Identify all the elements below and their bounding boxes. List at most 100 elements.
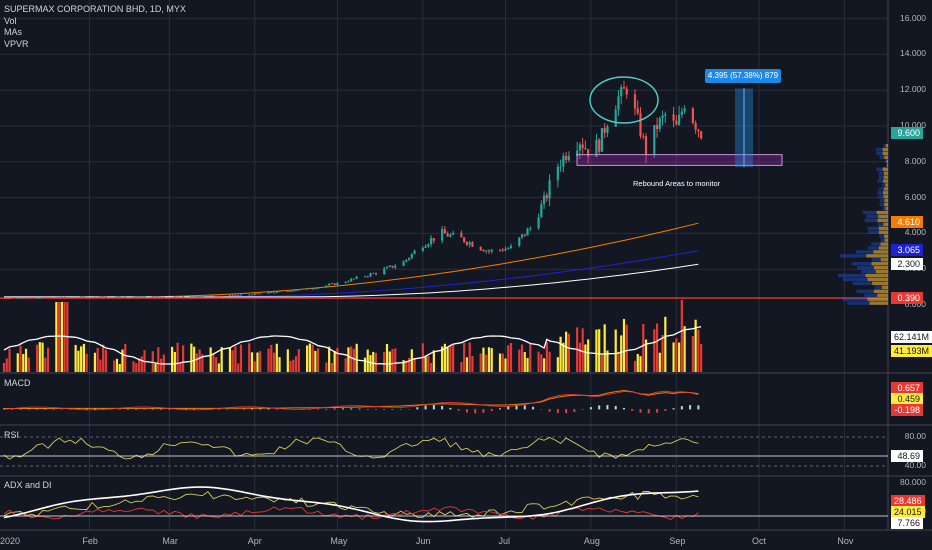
volume-bar: [292, 359, 295, 372]
candle-body: [606, 126, 609, 133]
candle-body: [642, 136, 645, 137]
drawings: [576, 76, 783, 168]
legend-mas[interactable]: MAs: [4, 27, 22, 37]
macd-histogram-bar: [656, 409, 659, 413]
volume-profile-bar: [884, 202, 888, 207]
volume-profile-bar: [869, 301, 888, 305]
candle-body: [501, 249, 504, 251]
volume-bar: [355, 343, 358, 372]
volume-bar: [507, 345, 510, 372]
candle-body: [286, 291, 289, 292]
macd-histogram-bar: [573, 409, 576, 413]
candle-body: [85, 297, 88, 298]
volume-bar: [93, 352, 97, 372]
candle-body: [661, 115, 664, 119]
volume-bar: [661, 335, 664, 372]
volume-bar: [60, 302, 63, 372]
volume-bar: [520, 344, 524, 372]
legend-vpvr[interactable]: VPVR: [4, 38, 29, 49]
macd-histogram-bar: [341, 408, 344, 410]
volume-profile-bar: [851, 262, 888, 266]
candle-body: [633, 94, 637, 109]
volume-bar: [38, 342, 41, 372]
candle-body: [691, 108, 694, 123]
volume-profile-bar: [867, 297, 888, 301]
candle-body: [311, 288, 314, 290]
volume-bar: [22, 353, 25, 372]
moving-average-lines: [0, 222, 888, 299]
macd-histogram-bar: [234, 409, 237, 410]
volume-bar: [501, 353, 504, 372]
legend-vol[interactable]: Vol: [4, 15, 17, 26]
time-tick-label: Nov: [837, 536, 854, 546]
candle-body: [430, 238, 433, 245]
volume-bar: [468, 342, 471, 372]
candle-body: [402, 261, 405, 266]
candle-body: [363, 276, 367, 278]
volume-ma-line: [3, 326, 702, 365]
candle-body: [562, 155, 565, 167]
candle-body: [140, 296, 143, 298]
macd-histogram-bar: [36, 409, 39, 410]
candle-body: [374, 273, 378, 275]
volume-bar: [195, 353, 198, 372]
rsi-label[interactable]: RSI: [4, 430, 20, 440]
volume-profile-bar: [877, 179, 888, 183]
volume-bar: [336, 347, 339, 372]
volume-bar: [173, 352, 176, 372]
volume-bar: [405, 360, 408, 372]
candle-body: [46, 297, 50, 298]
macd-histogram-bar: [449, 407, 452, 410]
volume-bar: [231, 350, 234, 372]
candle-body: [63, 296, 66, 298]
time-tick-label: Jul: [498, 536, 510, 546]
symbol-title[interactable]: SUPERMAX CORPORATION BHD, 1D, MYX: [4, 4, 186, 14]
macd-label[interactable]: MACD: [4, 378, 31, 388]
candle-body: [170, 297, 174, 298]
volume-bar: [170, 346, 174, 372]
volume-profile-bar: [885, 159, 888, 164]
price-tick-label: 10.000: [900, 120, 926, 130]
volume-bar: [135, 363, 138, 372]
volume-bar: [633, 360, 637, 372]
rsi-badge: 48.69: [891, 450, 923, 462]
candle-body: [385, 266, 389, 269]
volume-bar: [27, 357, 30, 372]
macd-histogram-bar: [391, 409, 394, 410]
candle-body: [441, 229, 444, 241]
price-tick-label: 6.000: [904, 191, 926, 202]
time-tick-label: Mar: [162, 536, 178, 546]
volume-bar: [584, 344, 587, 372]
signal-line: [3, 390, 699, 411]
macd-histogram-bar: [424, 405, 427, 410]
candle-body: [556, 166, 559, 181]
candle-body: [330, 283, 334, 285]
volume-bar: [239, 344, 243, 372]
volume-bar: [446, 347, 449, 372]
volume-profile-bar: [837, 273, 888, 278]
macd-histogram-bar: [647, 409, 650, 414]
volume-bar: [644, 339, 648, 372]
candle-body: [317, 287, 320, 289]
candle-body: [5, 298, 8, 299]
macd-badge: 0.657: [891, 382, 923, 394]
volume-bar: [77, 350, 80, 372]
volume-profile-bar: [886, 159, 888, 164]
candle-body: [545, 195, 548, 199]
volume-bar: [542, 358, 546, 372]
candle-body: [19, 297, 22, 299]
volume-profile-bar: [887, 163, 888, 167]
volume-bar: [479, 353, 482, 372]
volume-profile-bar: [877, 293, 888, 297]
volume-profile-bar: [882, 183, 888, 187]
volume-bar: [463, 342, 466, 372]
volume-profile-bar: [874, 265, 888, 270]
candle-body: [41, 297, 44, 299]
adx-label[interactable]: ADX and DI: [4, 480, 52, 490]
candle-body: [176, 296, 179, 298]
candle-body: [80, 296, 83, 298]
candle-body: [443, 229, 446, 234]
candle-body: [644, 136, 648, 156]
candle-body: [427, 244, 430, 247]
